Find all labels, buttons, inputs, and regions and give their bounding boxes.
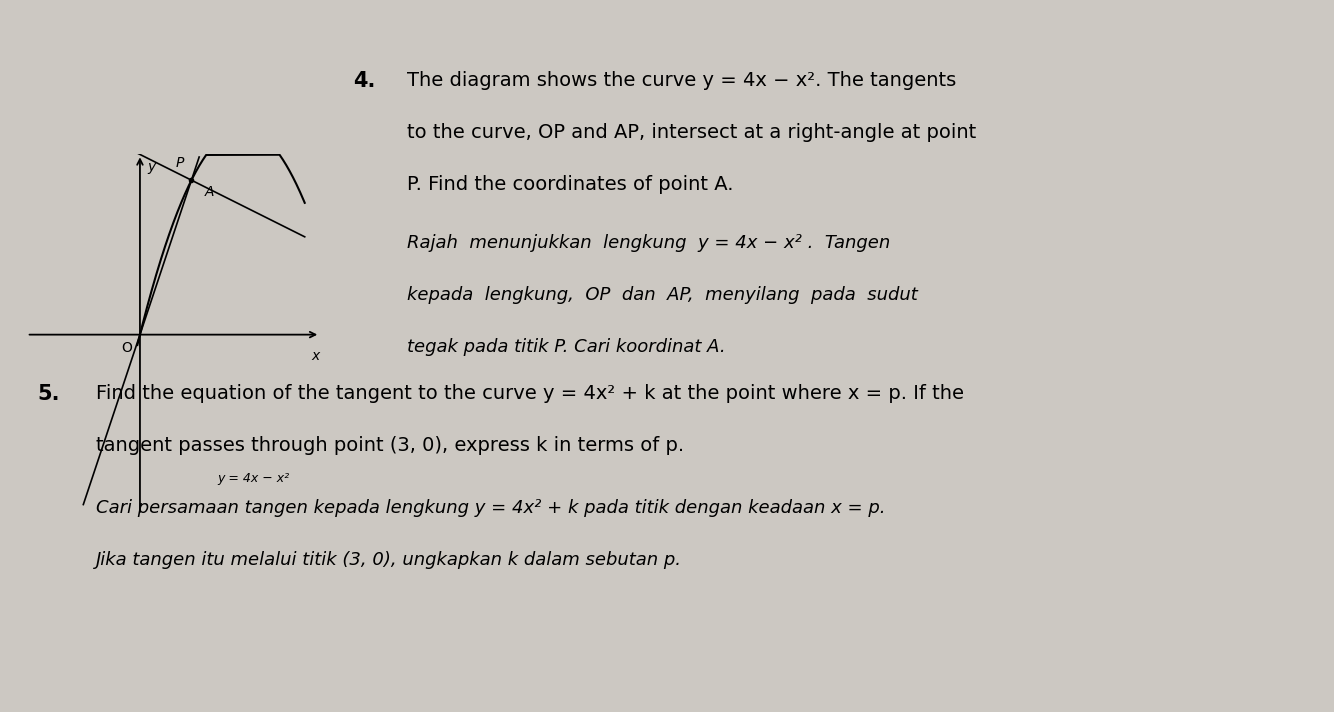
Text: A: A [204, 185, 215, 199]
Text: tegak pada titik P. Cari koordinat A.: tegak pada titik P. Cari koordinat A. [407, 338, 726, 356]
Text: 4.: 4. [354, 71, 376, 91]
Text: Cari persamaan tangen kepada lengkung y = 4x² + k pada titik dengan keadaan x = : Cari persamaan tangen kepada lengkung y … [96, 499, 886, 517]
Text: O: O [121, 340, 132, 355]
Text: y = 4x − x²: y = 4x − x² [217, 472, 289, 486]
Text: The diagram shows the curve y = 4x − x². The tangents: The diagram shows the curve y = 4x − x².… [407, 71, 956, 90]
Text: 5.: 5. [37, 384, 60, 404]
Text: y: y [148, 159, 156, 174]
Text: kepada  lengkung,  OP  dan  AP,  menyilang  pada  sudut: kepada lengkung, OP dan AP, menyilang pa… [407, 286, 918, 304]
Text: Rajah  menunjukkan  lengkung  y = 4x − x² .  Tangen: Rajah menunjukkan lengkung y = 4x − x² .… [407, 234, 890, 252]
Text: Jika tangen itu melalui titik (3, 0), ungkapkan k dalam sebutan p.: Jika tangen itu melalui titik (3, 0), un… [96, 551, 682, 569]
Text: x: x [311, 349, 319, 363]
Text: Find the equation of the tangent to the curve y = 4x² + k at the point where x =: Find the equation of the tangent to the … [96, 384, 964, 404]
Text: to the curve, OP and AP, intersect at a right-angle at point: to the curve, OP and AP, intersect at a … [407, 123, 976, 142]
Text: tangent passes through point (3, 0), express k in terms of p.: tangent passes through point (3, 0), exp… [96, 436, 684, 456]
Text: P. Find the coordinates of point A.: P. Find the coordinates of point A. [407, 175, 734, 194]
Text: P: P [176, 156, 184, 170]
